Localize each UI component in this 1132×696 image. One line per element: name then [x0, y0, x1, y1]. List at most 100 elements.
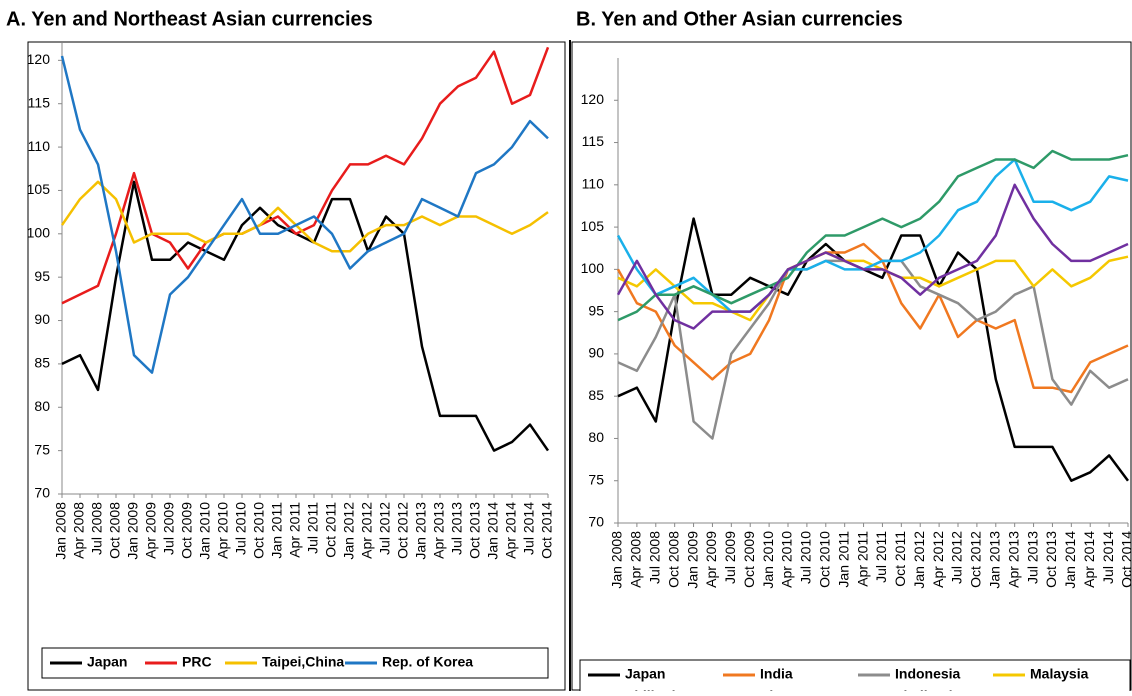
- x-tick-label: Jul 2011: [305, 502, 321, 554]
- x-tick-label: Oct 2014: [539, 502, 555, 559]
- panel-title: B. Yen and Other Asian currencies: [576, 8, 903, 30]
- x-tick-label: Apr 2010: [215, 502, 231, 559]
- panel-frame: [571, 41, 1132, 691]
- x-tick-label: Jan 2012: [341, 502, 357, 560]
- x-tick-label: Jul 2013: [1024, 531, 1040, 584]
- legend-label: Rep. of Korea: [382, 654, 473, 670]
- x-tick-label: Jan 2011: [835, 531, 851, 588]
- x-tick-label: Jan 2014: [485, 502, 501, 560]
- x-tick-label: Apr 2013: [1005, 531, 1021, 588]
- legend-label: Japan: [625, 666, 665, 682]
- legend-label: India: [760, 666, 793, 682]
- y-tick-label: 85: [34, 355, 50, 371]
- x-tick-label: Jan 2010: [197, 502, 213, 560]
- x-tick-label: Oct 2010: [816, 531, 832, 588]
- x-tick-label: Jul 2012: [377, 502, 393, 555]
- y-tick-label: 80: [588, 429, 604, 445]
- x-tick-label: Jul 2009: [161, 502, 177, 555]
- x-tick-label: Oct 2010: [251, 502, 267, 559]
- y-tick-label: 90: [588, 345, 604, 361]
- x-tick-label: Apr 2008: [628, 531, 644, 588]
- series-line: [60, 180, 549, 253]
- x-tick-label: Jul 2010: [798, 531, 814, 584]
- y-tick-label: 95: [588, 302, 604, 318]
- y-tick-label: 100: [27, 225, 51, 241]
- x-tick-label: Jan 2011: [269, 502, 285, 559]
- y-tick-label: 75: [588, 471, 604, 487]
- y-tick-label: 115: [582, 133, 605, 149]
- x-tick-label: Jul 2014: [1100, 531, 1116, 584]
- y-tick-label: 70: [588, 514, 604, 530]
- x-tick-label: Apr 2012: [930, 531, 946, 588]
- series-line: [616, 242, 1129, 394]
- y-tick-label: 105: [27, 181, 51, 197]
- x-tick-label: Jul 2009: [722, 531, 738, 584]
- x-tick-label: Oct 2008: [107, 502, 123, 559]
- y-tick-label: 90: [34, 311, 50, 327]
- y-tick-label: 110: [582, 176, 605, 192]
- series-line: [60, 55, 549, 374]
- panel-frame: [27, 41, 566, 691]
- x-tick-label: Jan 2010: [760, 531, 776, 589]
- x-tick-label: Apr 2009: [143, 502, 159, 559]
- x-tick-label: Apr 2010: [779, 531, 795, 588]
- legend-label: Malaysia: [1030, 666, 1089, 682]
- x-tick-label: Apr 2014: [503, 502, 519, 559]
- x-tick-label: Jan 2009: [684, 531, 700, 589]
- x-tick-label: Jan 2009: [125, 502, 141, 560]
- x-tick-label: Jan 2012: [911, 531, 927, 589]
- x-tick-label: Oct 2013: [467, 502, 483, 559]
- x-tick-label: Apr 2013: [431, 502, 447, 559]
- x-tick-label: Jul 2013: [449, 502, 465, 555]
- legend-label: Japan: [87, 654, 127, 670]
- x-tick-label: Jan 2008: [609, 531, 625, 589]
- series-line: [61, 46, 550, 305]
- y-tick-label: 120: [581, 91, 605, 107]
- y-tick-label: 95: [34, 268, 50, 284]
- series-line: [617, 149, 1129, 322]
- legend-box: [41, 647, 549, 679]
- x-tick-label: Oct 2011: [323, 502, 339, 558]
- x-tick-label: Apr 2011: [287, 502, 303, 558]
- legend-label: PRC: [182, 654, 212, 670]
- x-tick-label: Jul 2010: [233, 502, 249, 555]
- y-tick-label: 70: [34, 485, 50, 501]
- x-tick-label: Jan 2013: [413, 502, 429, 560]
- x-tick-label: Jul 2012: [949, 531, 965, 584]
- x-tick-label: Oct 2009: [741, 531, 757, 588]
- x-tick-label: Apr 2012: [359, 502, 375, 559]
- x-tick-label: Jan 2013: [986, 531, 1002, 589]
- y-tick-label: 120: [27, 51, 51, 67]
- x-tick-label: Oct 2014: [1119, 531, 1132, 588]
- x-tick-label: Oct 2008: [665, 531, 681, 588]
- series-line: [616, 183, 1129, 330]
- x-tick-label: Jul 2014: [521, 502, 537, 555]
- x-tick-label: Oct 2013: [1043, 531, 1059, 588]
- y-tick-label: 115: [28, 94, 51, 110]
- x-tick-label: Oct 2011: [892, 531, 908, 587]
- series-line: [616, 158, 1129, 313]
- x-tick-label: Jul 2008: [89, 502, 105, 555]
- legend-label: Indonesia: [895, 666, 961, 682]
- panel-title: A. Yen and Northeast Asian currencies: [6, 8, 373, 30]
- y-tick-label: 80: [34, 398, 50, 414]
- series-line: [617, 217, 1130, 482]
- y-tick-label: 85: [588, 387, 604, 403]
- x-tick-label: Apr 2008: [71, 502, 87, 559]
- x-tick-label: Apr 2011: [854, 531, 870, 587]
- y-tick-label: 110: [28, 138, 51, 154]
- y-tick-label: 75: [34, 441, 50, 457]
- legend-label: Taipei,China: [262, 654, 344, 670]
- x-tick-label: Oct 2009: [179, 502, 195, 559]
- x-tick-label: Oct 2012: [395, 502, 411, 559]
- series-line: [61, 180, 550, 452]
- x-tick-label: Jan 2014: [1062, 531, 1078, 589]
- x-tick-label: Jul 2011: [873, 531, 889, 583]
- legend-box: [579, 659, 1131, 696]
- x-tick-label: Apr 2014: [1081, 531, 1097, 588]
- x-tick-label: Apr 2009: [703, 531, 719, 588]
- x-tick-label: Oct 2012: [968, 531, 984, 588]
- x-tick-label: Jan 2008: [53, 502, 69, 560]
- x-tick-label: Jul 2008: [646, 531, 662, 584]
